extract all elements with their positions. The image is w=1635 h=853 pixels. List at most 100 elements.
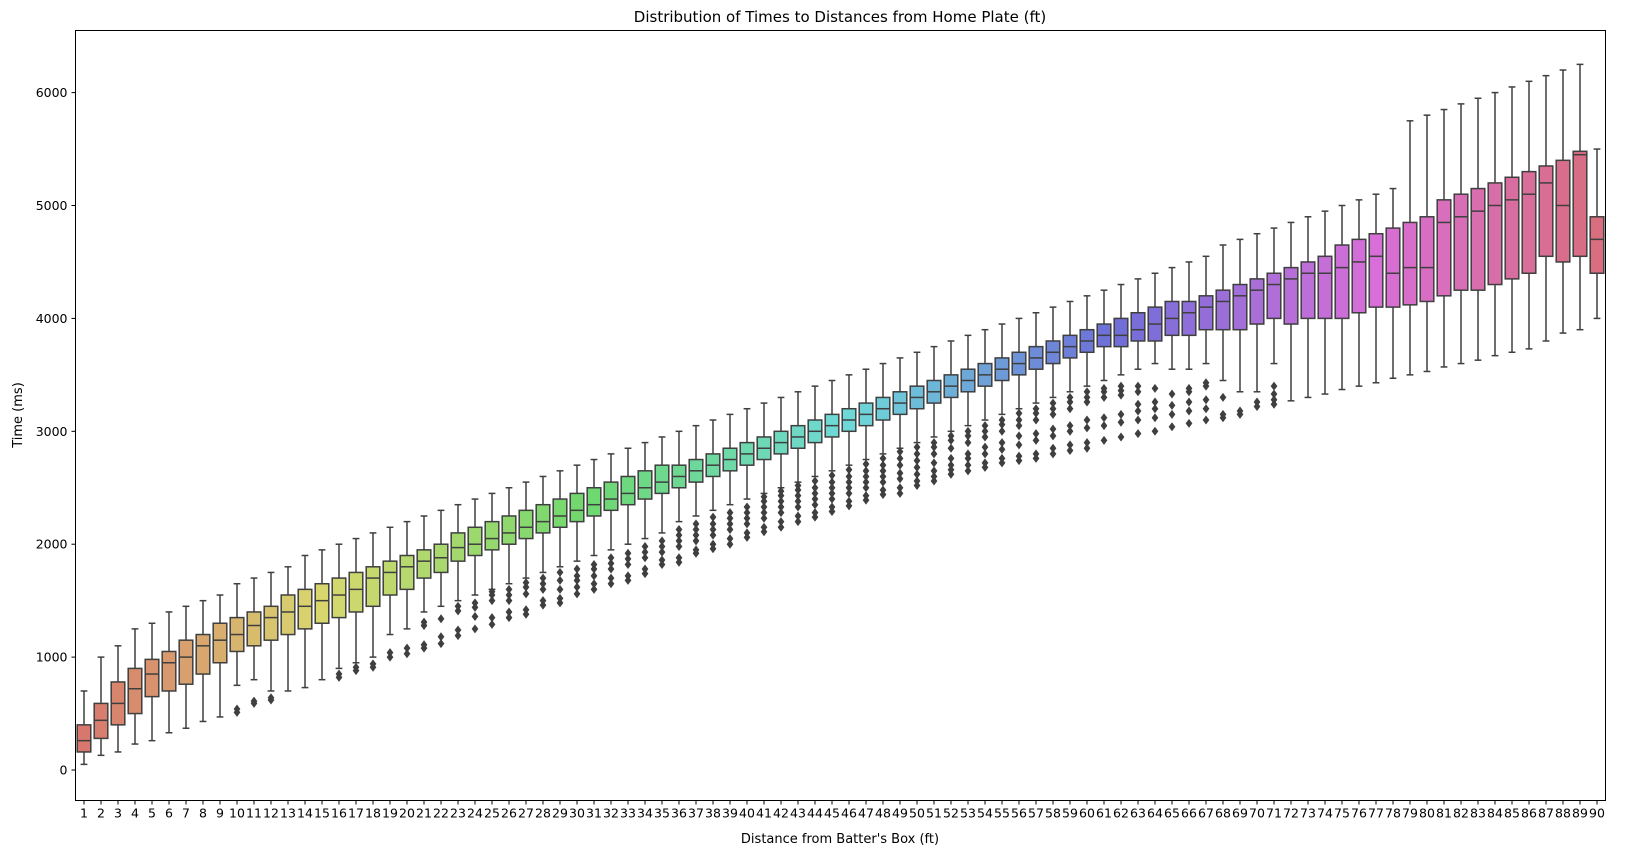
x-tick-label: 52 bbox=[943, 806, 959, 821]
outlier-point bbox=[1100, 435, 1108, 445]
outlier-point bbox=[879, 490, 887, 500]
box-88 bbox=[1555, 69, 1571, 334]
outlier-point bbox=[794, 491, 802, 501]
box-74 bbox=[1317, 210, 1333, 395]
outlier-point bbox=[1151, 426, 1159, 436]
outlier-point bbox=[233, 704, 241, 714]
outlier-point bbox=[1151, 404, 1159, 414]
box-iqr bbox=[1181, 300, 1197, 337]
outlier-point bbox=[573, 564, 581, 574]
outlier-point bbox=[335, 669, 343, 679]
box-25 bbox=[484, 492, 500, 629]
outlier-point bbox=[522, 582, 530, 592]
x-tick-label: 42 bbox=[773, 806, 789, 821]
x-tick-label: 85 bbox=[1504, 806, 1520, 821]
box-iqr bbox=[212, 622, 228, 664]
y-tick-label: 2000 bbox=[36, 537, 68, 552]
outlier-point bbox=[539, 579, 547, 589]
x-tick-label: 29 bbox=[552, 806, 568, 821]
outlier-point bbox=[1083, 392, 1091, 402]
box-43 bbox=[790, 391, 806, 527]
outlier-point bbox=[386, 652, 394, 662]
box-41 bbox=[756, 402, 772, 537]
outlier-point bbox=[947, 435, 955, 445]
outlier-point bbox=[692, 525, 700, 535]
outlier-point bbox=[1083, 443, 1091, 453]
outlier-point bbox=[1066, 421, 1074, 431]
outlier-point bbox=[845, 496, 853, 506]
outlier-point bbox=[862, 459, 870, 469]
box-iqr bbox=[1368, 232, 1384, 308]
box-iqr bbox=[1487, 182, 1503, 286]
x-axis-label: Distance from Batter's Box (ft) bbox=[741, 832, 939, 847]
x-tick-label: 64 bbox=[1147, 806, 1163, 821]
outlier-point bbox=[556, 593, 564, 603]
box-83 bbox=[1470, 97, 1486, 361]
x-tick-label: 63 bbox=[1130, 806, 1146, 821]
box-26 bbox=[501, 487, 517, 623]
outlier-point bbox=[1015, 440, 1023, 450]
x-tick-label: 4 bbox=[131, 806, 139, 821]
outlier-point bbox=[879, 460, 887, 470]
outlier-point bbox=[981, 449, 989, 459]
axes-frame bbox=[75, 30, 1606, 801]
box-78 bbox=[1385, 187, 1401, 379]
x-tick-label: 51 bbox=[926, 806, 942, 821]
outlier-point bbox=[624, 554, 632, 564]
box-iqr bbox=[569, 492, 585, 523]
outlier-point bbox=[947, 460, 955, 470]
x-tick-label: 61 bbox=[1096, 806, 1112, 821]
outlier-point bbox=[998, 415, 1006, 425]
box-iqr bbox=[1402, 221, 1418, 306]
box-iqr bbox=[161, 650, 177, 692]
outlier-point bbox=[913, 469, 921, 479]
box-84 bbox=[1487, 91, 1503, 357]
box-iqr bbox=[280, 594, 296, 636]
x-tick-label: 88 bbox=[1555, 806, 1571, 821]
outlier-point bbox=[522, 578, 530, 588]
outlier-point bbox=[879, 466, 887, 476]
outlier-point bbox=[1066, 440, 1074, 450]
box-34 bbox=[637, 441, 653, 579]
outlier-point bbox=[607, 573, 615, 583]
x-tick-label: 73 bbox=[1300, 806, 1316, 821]
x-tick-label: 65 bbox=[1164, 806, 1180, 821]
x-tick-label: 10 bbox=[229, 806, 245, 821]
box-iqr bbox=[552, 498, 568, 529]
box-55 bbox=[994, 323, 1010, 468]
box-60 bbox=[1079, 295, 1095, 453]
outlier-point bbox=[1117, 409, 1125, 419]
outlier-point bbox=[624, 571, 632, 581]
outlier-point bbox=[658, 560, 666, 570]
x-tick-label: 37 bbox=[688, 806, 704, 821]
outlier-point bbox=[267, 693, 275, 703]
box-73 bbox=[1300, 216, 1316, 399]
x-tick-label: 3 bbox=[114, 806, 122, 821]
y-axis: 0 1000 2000 3000 4000 5000 6000 bbox=[36, 85, 76, 778]
x-tick-label: 50 bbox=[909, 806, 925, 821]
outlier-point bbox=[590, 579, 598, 589]
outlier-point bbox=[1185, 383, 1193, 393]
outlier-point bbox=[964, 466, 972, 476]
box-iqr bbox=[297, 588, 313, 630]
outlier-point bbox=[1168, 400, 1176, 410]
box-iqr bbox=[1436, 199, 1452, 297]
box-16 bbox=[331, 543, 347, 682]
outlier-point bbox=[1151, 383, 1159, 393]
outlier-point bbox=[1083, 387, 1091, 397]
outlier-point bbox=[1083, 415, 1091, 425]
box-54 bbox=[977, 328, 993, 472]
box-72 bbox=[1283, 221, 1299, 402]
outlier-point bbox=[777, 508, 785, 518]
x-tick-label: 78 bbox=[1385, 806, 1401, 821]
x-tick-label: 30 bbox=[569, 806, 585, 821]
box-79 bbox=[1402, 120, 1418, 376]
x-tick-label: 8 bbox=[199, 806, 207, 821]
outlier-point bbox=[1049, 431, 1057, 441]
outlier-point bbox=[828, 483, 836, 493]
x-tick-label: 49 bbox=[892, 806, 908, 821]
y-tick-label: 5000 bbox=[36, 198, 68, 213]
outlier-point bbox=[794, 517, 802, 527]
box-61 bbox=[1096, 289, 1112, 445]
outlier-point bbox=[1049, 443, 1057, 453]
